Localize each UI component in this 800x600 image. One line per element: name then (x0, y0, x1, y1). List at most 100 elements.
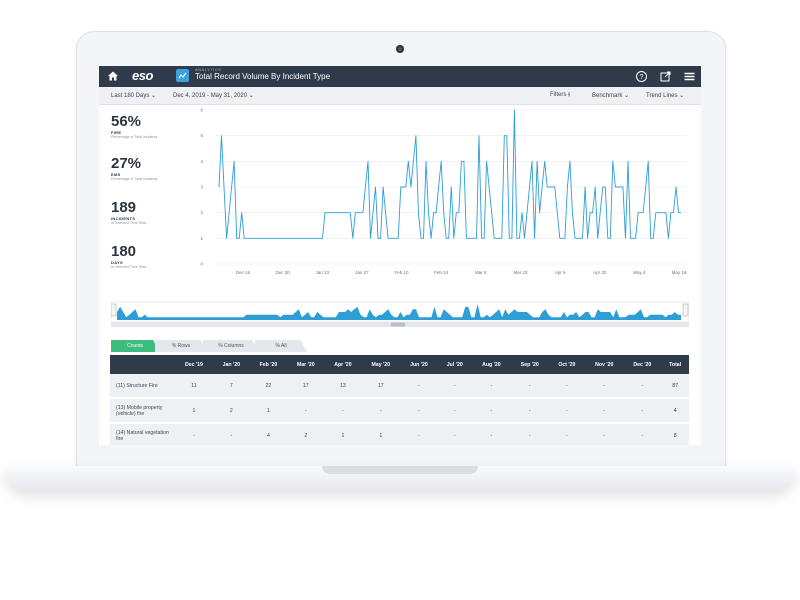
kpi-incidents: 189 INCIDENTS In Selected Time Slice (111, 199, 147, 226)
table-cell: 11 (175, 374, 213, 399)
kpi-days: 180 DAYS In Selected Time Slice (111, 243, 147, 270)
x-tick-label: Apr 20 (593, 270, 607, 275)
tab-counts[interactable]: Counts (111, 340, 159, 352)
table-cell: - (471, 374, 511, 399)
table-cell: - (471, 398, 511, 424)
table-cell: - (400, 374, 438, 399)
y-tick-label: 3 (200, 185, 203, 190)
row-total: 4 (661, 398, 689, 424)
column-header[interactable]: Dec '20 (623, 355, 662, 374)
table-cell: - (623, 398, 662, 424)
y-tick-label: 0 (200, 262, 203, 267)
navigator-handle-right[interactable] (682, 303, 689, 317)
export-icon[interactable] (659, 70, 672, 83)
column-header[interactable]: Dec '19 (175, 355, 213, 374)
table-cell: 7 (212, 374, 250, 399)
kpi-ems: 27% EMS Percentage of Total Incidents (111, 155, 158, 182)
table-cell: - (361, 398, 401, 424)
column-header[interactable]: Total (661, 355, 689, 374)
table-cell: - (437, 374, 472, 399)
range-dropdown[interactable]: Last 180 Days ⌄ (111, 93, 157, 99)
table-cell: 2 (287, 423, 325, 445)
tab-percent-columns[interactable]: % Columns (203, 340, 259, 352)
x-tick-label: Apr 6 (555, 270, 566, 275)
row-label: (11) Structure Fire (110, 374, 175, 399)
date-range-dropdown[interactable]: Dec 4, 2019 - May 31, 2020 ⌄ (173, 93, 254, 99)
y-tick-label: 4 (200, 159, 203, 164)
filter-toolbar: Last 180 Days ⌄ Dec 4, 2019 - May 31, 20… (99, 87, 701, 105)
column-header[interactable]: Feb '20 (249, 355, 288, 374)
table-cell: - (324, 398, 362, 424)
column-header[interactable]: Sep '20 (510, 355, 549, 374)
table-cell: - (400, 398, 438, 424)
tab-percent-rows[interactable]: % Rows (155, 340, 207, 352)
x-tick-label: Dec 30 (276, 270, 291, 275)
filters-button[interactable]: Filters ⫲ (550, 92, 570, 98)
benchmark-dropdown[interactable]: Benchmark ⌄ (592, 93, 630, 99)
x-tick-label: Mar 23 (513, 270, 528, 275)
laptop-notch (322, 466, 478, 474)
column-header[interactable]: Jan '20 (212, 355, 250, 374)
table-cell: - (510, 398, 549, 424)
table-cell: 22 (249, 374, 288, 399)
table-cell: - (175, 423, 213, 445)
filter-sliders-icon: ⫲ (568, 92, 570, 98)
table-cell: 17 (287, 374, 325, 399)
column-header[interactable]: May '20 (361, 355, 401, 374)
table-cell: - (510, 423, 549, 445)
breadcrumb[interactable]: ANALYTICS (195, 67, 222, 72)
table-cell: - (437, 398, 472, 424)
column-header[interactable]: Mar '20 (287, 355, 325, 374)
table-row[interactable]: (11) Structure Fire 11 7 22 17 13 17- - - - - - -87 (110, 374, 689, 399)
column-header[interactable]: Aug '20 (471, 355, 511, 374)
table-cell: 17 (361, 374, 401, 399)
incident-volume-line-chart[interactable]: 0 1 2 3 4 5 6 Dec 16 Dec 30 Jan 13 Jan 27 Feb 10 Feb… (173, 104, 693, 294)
record-volume-series-line[interactable] (218, 109, 681, 239)
table-cell: - (471, 423, 511, 445)
column-header-name[interactable] (110, 355, 175, 374)
table-cell: - (548, 374, 586, 399)
scrollbar-handle[interactable] (391, 322, 405, 327)
home-icon[interactable] (107, 70, 119, 82)
column-header[interactable]: Oct '20 (548, 355, 586, 374)
top-nav-bar: eso ANALYTICS Total Record Volume By Inc… (99, 66, 701, 87)
x-tick-label: Feb 24 (434, 270, 449, 275)
table-row[interactable]: (13) Mobile property (vehicle) fire 1 2 1- -… (110, 398, 689, 424)
eso-logo[interactable]: eso (132, 68, 153, 83)
column-header[interactable]: Apr '20 (324, 355, 362, 374)
y-tick-label: 5 (200, 133, 203, 138)
menu-icon[interactable] (683, 70, 696, 83)
table-cell: 1 (249, 398, 288, 424)
help-icon[interactable]: ? (635, 70, 648, 83)
svg-text:?: ? (640, 74, 644, 81)
analytics-icon (176, 69, 189, 82)
y-tick-label: 1 (200, 236, 203, 241)
range-overview-navigator[interactable] (111, 300, 689, 330)
table-cell: - (437, 423, 472, 445)
table-cell: 1 (324, 423, 362, 445)
table-cell: - (585, 423, 624, 445)
y-tick-label: 6 (200, 108, 203, 113)
y-tick-label: 2 (200, 210, 203, 215)
table-cell: 1 (361, 423, 401, 445)
webcam-icon (396, 45, 404, 53)
trend-lines-dropdown[interactable]: Trend Lines ⌄ (646, 93, 685, 99)
tab-percent-all[interactable]: % All (255, 340, 307, 352)
x-tick-label: Feb 10 (395, 270, 410, 275)
page-title: Total Record Volume By Incident Type (195, 72, 331, 81)
navigator-handle-left[interactable] (111, 303, 117, 317)
table-cell: - (287, 398, 325, 424)
row-total: 8 (661, 423, 689, 445)
column-header[interactable]: Nov '20 (585, 355, 624, 374)
table-cell: - (585, 374, 624, 399)
incident-type-table: Dec '19 Jan '20 Feb '20 Mar '20 Apr '20 May '… (110, 355, 689, 445)
table-cell: 4 (249, 423, 288, 445)
kpi-fire: 56% FIRE Percentage of Total Incidents (111, 113, 158, 140)
column-header[interactable]: Jun '20 (400, 355, 438, 374)
table-row[interactable]: (14) Natural vegetation fire - -4 2 1 1- - - - - -… (110, 423, 689, 445)
table-cell: - (623, 374, 662, 399)
table-cell: - (623, 423, 662, 445)
table-cell: 13 (324, 374, 362, 399)
column-header[interactable]: Jul '20 (437, 355, 472, 374)
table-cell: - (400, 423, 438, 445)
